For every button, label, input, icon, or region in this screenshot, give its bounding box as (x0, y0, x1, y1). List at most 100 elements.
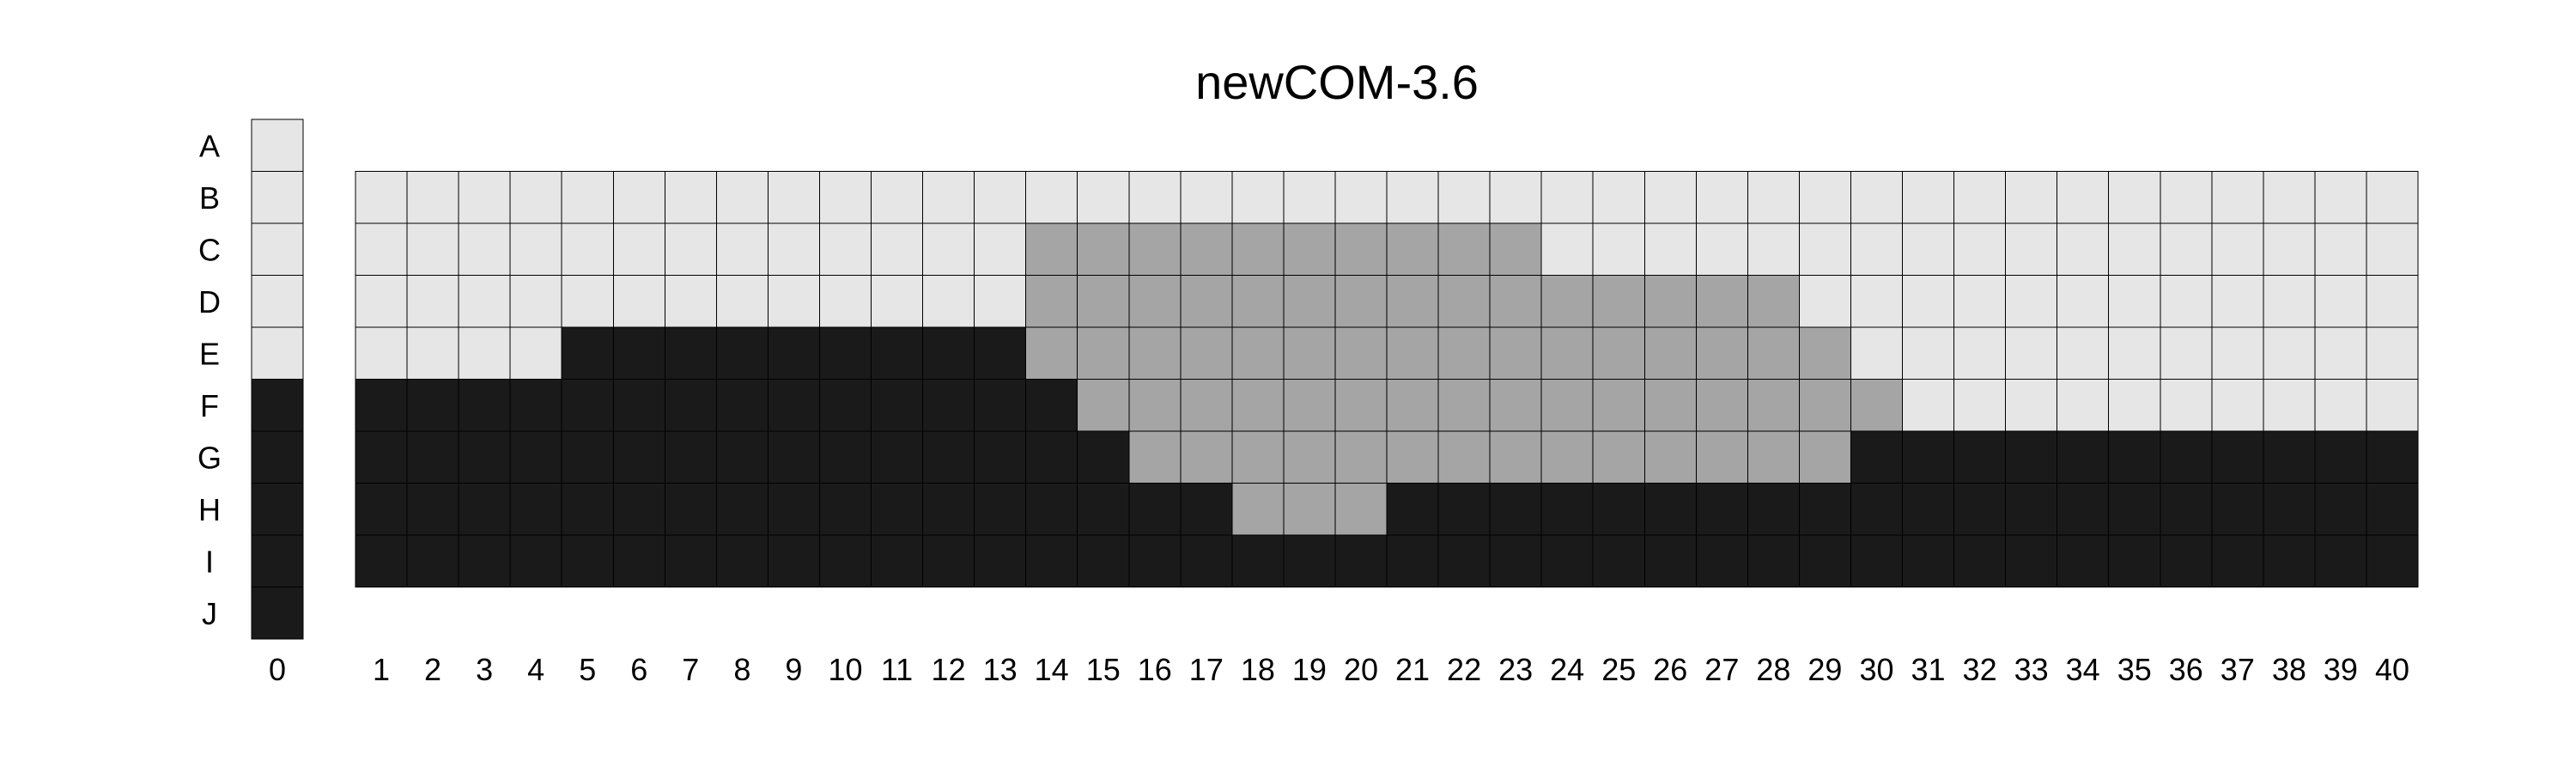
heatmap-cell (612, 379, 665, 432)
heatmap-cell (1386, 483, 1439, 536)
reference-cell (251, 171, 304, 224)
heatmap-cell (1850, 430, 1903, 484)
heatmap-cell (1025, 222, 1078, 276)
heatmap-cell (2314, 430, 2367, 484)
heatmap-cell (1643, 534, 1697, 587)
heatmap-cell (1643, 171, 1697, 224)
heatmap-cell (2366, 430, 2419, 484)
heatmap-cell (2366, 534, 2419, 587)
heatmap-cell (1025, 275, 1078, 328)
heatmap-cell (1902, 171, 1955, 224)
heatmap-cell (664, 326, 717, 380)
heatmap-cell (664, 275, 717, 328)
heatmap-cell (561, 483, 614, 536)
heatmap-cell (612, 326, 665, 380)
row-label: I (205, 544, 214, 579)
heatmap-cell (1437, 275, 1491, 328)
column-label: 29 (1807, 652, 1842, 687)
heatmap-cell (974, 222, 1027, 276)
heatmap-cell (2160, 483, 2213, 536)
column-label: 39 (2324, 652, 2358, 687)
heatmap-cell (1643, 326, 1697, 380)
row-label: D (198, 284, 221, 320)
heatmap-cell (561, 171, 614, 224)
heatmap-cell (1025, 171, 1078, 224)
reference-cell (251, 275, 304, 328)
heatmap-cell (1334, 171, 1388, 224)
heatmap-cell (974, 275, 1027, 328)
heatmap-cell (1334, 326, 1388, 380)
heatmap-cell (1489, 430, 1542, 484)
row-label: B (199, 180, 220, 216)
heatmap-cell (1747, 430, 1800, 484)
heatmap-cell (2263, 379, 2316, 432)
heatmap-cell (1334, 483, 1388, 536)
heatmap-cell (1953, 379, 2007, 432)
reference-cell (251, 222, 304, 276)
heatmap-cell (2108, 222, 2161, 276)
heatmap-cell (1180, 326, 1233, 380)
heatmap-cell (1334, 379, 1388, 432)
heatmap-cell (612, 483, 665, 536)
heatmap-cell (2211, 379, 2264, 432)
heatmap-cell (1747, 483, 1800, 536)
heatmap-cell (818, 326, 872, 380)
heatmap-cell (561, 534, 614, 587)
heatmap-cell (1128, 171, 1182, 224)
heatmap-cell (1798, 326, 1851, 380)
heatmap-cell (1437, 222, 1491, 276)
heatmap-cell (2366, 275, 2419, 328)
heatmap-cell (1128, 326, 1182, 380)
heatmap-cell (355, 379, 408, 432)
heatmap-cell (1231, 222, 1285, 276)
column-label: 3 (476, 652, 493, 687)
heatmap-cell (406, 275, 459, 328)
heatmap-cell (1489, 483, 1542, 536)
heatmap-cell (355, 326, 408, 380)
heatmap-cell (1077, 275, 1130, 328)
heatmap-cell (2108, 379, 2161, 432)
heatmap-cell (664, 534, 717, 587)
column-label: 36 (2169, 652, 2203, 687)
heatmap-cell (1128, 222, 1182, 276)
heatmap-cell (2211, 483, 2264, 536)
row-label: E (199, 336, 220, 371)
heatmap-cell (1798, 222, 1851, 276)
column-label: 23 (1498, 652, 1533, 687)
heatmap-cell (2263, 275, 2316, 328)
heatmap-cell (2366, 171, 2419, 224)
heatmap-cell (818, 430, 872, 484)
heatmap-cell (1798, 275, 1851, 328)
column-label: 11 (881, 652, 913, 687)
heatmap-cell (871, 222, 924, 276)
heatmap-cell (664, 379, 717, 432)
reference-column (251, 119, 304, 640)
heatmap-cell (509, 275, 562, 328)
heatmap-cell (2211, 275, 2264, 328)
heatmap-cell (1747, 275, 1800, 328)
heatmap-cell (1128, 483, 1182, 536)
heatmap-cell (664, 171, 717, 224)
heatmap-cell (1180, 275, 1233, 328)
reference-cell (251, 326, 304, 380)
column-label: 40 (2375, 652, 2409, 687)
heatmap-cell (458, 326, 511, 380)
heatmap-cell (2005, 222, 2058, 276)
heatmap-cell (1489, 326, 1542, 380)
heatmap-cell (1231, 379, 1285, 432)
heatmap-cell (1592, 326, 1645, 380)
heatmap-cell (1077, 379, 1130, 432)
heatmap-cell (1747, 534, 1800, 587)
heatmap-cell (1025, 326, 1078, 380)
heatmap-cell (715, 275, 769, 328)
heatmap-cell (1643, 379, 1697, 432)
column-label: 21 (1395, 652, 1430, 687)
heatmap-cell (1540, 534, 1594, 587)
heatmap-cell (355, 222, 408, 276)
column-label: 15 (1086, 652, 1121, 687)
heatmap-cell (2108, 171, 2161, 224)
heatmap-cell (1334, 275, 1388, 328)
heatmap-cell (1231, 483, 1285, 536)
heatmap-cell (1077, 222, 1130, 276)
